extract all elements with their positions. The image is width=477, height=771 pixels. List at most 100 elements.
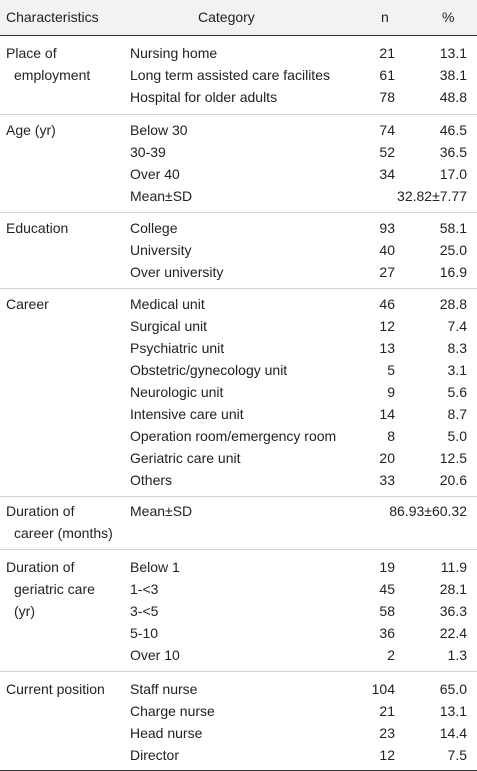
- n-cell: 23: [379, 725, 395, 741]
- table-row: Over 10 2 1.3: [0, 644, 477, 666]
- category-cell: Nursing home: [130, 45, 218, 61]
- n-cell: 12: [379, 747, 395, 763]
- percent-cell: 36.3: [439, 603, 467, 619]
- percent-cell: 12.5: [439, 450, 467, 466]
- n-cell: 19: [379, 559, 395, 575]
- category-cell: Director: [130, 747, 180, 763]
- n-cell: 2: [387, 647, 395, 663]
- category-cell: Head nurse: [130, 725, 203, 741]
- percent-cell: 11.9: [440, 559, 467, 575]
- category-cell: Operation room/emergency room: [130, 428, 337, 444]
- table-row: Below 30 74 46.5: [0, 119, 477, 141]
- table-row: College 93 58.1: [0, 217, 477, 239]
- percent-cell: 1.3: [447, 647, 467, 663]
- group-label: Education: [6, 217, 68, 239]
- category-cell: Below 30: [130, 122, 188, 138]
- group-label-line: career (months): [14, 525, 113, 541]
- group-label-line: Place of: [6, 45, 57, 61]
- table-group: Duration of geriatric care (yr) Below 1 19 11…: [0, 550, 477, 672]
- table-row: Psychiatric unit 13 8.3: [0, 337, 477, 359]
- table-row: 1-<3 45 28.1: [0, 578, 477, 600]
- group-label: Duration of geriatric care (yr): [6, 556, 95, 622]
- category-cell: 3-<5: [130, 603, 159, 619]
- table-row: Over university 27 16.9: [0, 261, 477, 283]
- category-cell: Intensive care unit: [130, 406, 244, 422]
- table-header: Characteristics Category n %: [0, 0, 477, 36]
- percent-cell: 48.8: [439, 89, 467, 105]
- category-cell: Long term assisted care facilites: [130, 67, 330, 83]
- mean-sd-cell: 32.82±7.77: [397, 188, 467, 204]
- n-cell: 34: [379, 166, 395, 182]
- category-cell: Over university: [130, 264, 224, 280]
- table-group: Education College 93 58.1 University 40 25.0 Ov…: [0, 213, 477, 289]
- table-group: Current position Staff nurse 104 65.0 Charge…: [0, 672, 477, 771]
- percent-cell: 13.1: [439, 45, 467, 61]
- category-cell: College: [130, 220, 178, 236]
- header-category: Category: [198, 9, 255, 25]
- group-label-line: Duration of: [6, 503, 75, 519]
- n-cell: 21: [379, 703, 395, 719]
- n-cell: 46: [379, 296, 395, 312]
- group-label-line: Age (yr): [6, 122, 56, 138]
- n-cell: 8: [387, 428, 395, 444]
- group-label: Current position: [6, 678, 105, 700]
- category-cell: Mean±SD: [130, 503, 193, 519]
- percent-cell: 65.0: [439, 681, 467, 697]
- percent-cell: 20.6: [439, 472, 467, 488]
- category-cell: Surgical unit: [130, 318, 208, 334]
- percent-cell: 17.0: [439, 166, 467, 182]
- table-row: Operation room/emergency room 8 5.0: [0, 425, 477, 447]
- table-row: Long term assisted care facilites 61 38.1: [0, 64, 477, 86]
- percent-cell: 8.3: [447, 340, 467, 356]
- table-row: Intensive care unit 14 8.7: [0, 403, 477, 425]
- percent-cell: 16.9: [439, 264, 467, 280]
- category-cell: Over 40: [130, 166, 180, 182]
- n-cell: 27: [379, 264, 395, 280]
- percent-cell: 13.1: [439, 703, 467, 719]
- percent-cell: 22.4: [439, 625, 467, 641]
- table-row: [0, 522, 477, 544]
- n-cell: 33: [379, 472, 395, 488]
- table-row: Below 1 19 11.9: [0, 556, 477, 578]
- n-cell: 58: [379, 603, 395, 619]
- table-row: 30-39 52 36.5: [0, 141, 477, 163]
- category-cell: Geriatric care unit: [130, 450, 241, 466]
- percent-cell: 36.5: [439, 144, 467, 160]
- category-cell: Obstetric/gynecology unit: [130, 362, 288, 378]
- table-group: Place of employment Nursing home 21 13.1 Long…: [0, 36, 477, 115]
- n-cell: 52: [379, 144, 395, 160]
- category-cell: Others: [130, 472, 173, 488]
- group-label-line: employment: [14, 67, 91, 83]
- category-cell: 30-39: [130, 144, 166, 160]
- table-body: Place of employment Nursing home 21 13.1 Long…: [0, 36, 477, 771]
- table-row: Staff nurse 104 65.0: [0, 678, 477, 700]
- group-label-line: geriatric care: [14, 581, 95, 597]
- table-group: Career Medical unit 46 28.8 Surgical unit 12 7…: [0, 289, 477, 497]
- table-group: Age (yr) Below 30 74 46.5 30-39 52 36.5 Over 40…: [0, 115, 477, 213]
- group-label-line: Education: [6, 220, 69, 236]
- table-row: Nursing home 21 13.1: [0, 42, 477, 64]
- percent-cell: 5.6: [447, 384, 467, 400]
- n-cell: 14: [379, 406, 395, 422]
- category-cell: Below 1: [130, 559, 180, 575]
- table-row: Neurologic unit 9 5.6: [0, 381, 477, 403]
- category-cell: Mean±SD: [130, 188, 193, 204]
- group-label: Duration of career (months): [6, 500, 113, 544]
- header-n: n: [381, 9, 389, 25]
- percent-cell: 28.1: [439, 581, 467, 597]
- table-row: 3-<5 58 36.3: [0, 600, 477, 622]
- n-cell: 40: [379, 242, 395, 258]
- percent-cell: 46.5: [439, 122, 467, 138]
- percent-cell: 28.8: [439, 296, 467, 312]
- table-row: Others 33 20.6: [0, 469, 477, 491]
- table-row: Charge nurse 21 13.1: [0, 700, 477, 722]
- n-cell: 61: [379, 67, 395, 83]
- group-label: Place of employment: [6, 42, 90, 86]
- table-row: University 40 25.0: [0, 239, 477, 261]
- percent-cell: 5.0: [447, 428, 467, 444]
- mean-sd-cell: 86.93±60.32: [389, 503, 467, 519]
- category-cell: Psychiatric unit: [130, 340, 225, 356]
- table-row: Geriatric care unit 20 12.5: [0, 447, 477, 469]
- group-label-line: (yr): [14, 603, 35, 619]
